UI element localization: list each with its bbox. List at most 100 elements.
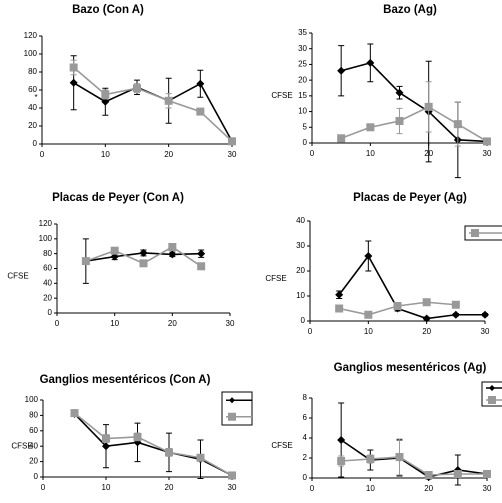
data-point — [228, 471, 236, 480]
x-tick-label: 10 — [366, 484, 375, 493]
x-tick-label: 20 — [422, 327, 431, 336]
y-tick-label: 100 — [25, 395, 39, 404]
data-point — [81, 257, 90, 266]
series-line — [73, 413, 233, 477]
data-point — [366, 455, 375, 463]
y-tick-label: 120 — [24, 31, 38, 40]
series-line — [340, 439, 488, 478]
y-tick-label: 25 — [298, 60, 307, 69]
y-tick-label: 60 — [43, 264, 52, 273]
data-point — [483, 137, 491, 146]
data-point — [196, 453, 205, 462]
legend-marker — [488, 396, 496, 404]
data-point — [422, 314, 431, 323]
y-tick-label: 20 — [298, 75, 307, 84]
y-tick-label: 30 — [296, 241, 305, 250]
y-tick-label: 2 — [303, 453, 308, 462]
y-axis-label: CFSE — [265, 274, 286, 283]
legend-marker — [489, 385, 495, 391]
x-tick-label: 30 — [483, 149, 492, 158]
data-point — [453, 120, 462, 129]
y-tick-label: 60 — [29, 426, 38, 435]
x-tick-label: 10 — [102, 483, 111, 492]
x-tick-label: 30 — [483, 484, 492, 493]
series-line — [338, 254, 485, 320]
y-tick-label: 20 — [29, 457, 38, 466]
legend-marker — [228, 412, 236, 421]
x-tick-label: 0 — [308, 327, 313, 336]
data-point — [228, 137, 236, 146]
x-tick-label: 0 — [40, 150, 45, 159]
data-point — [196, 107, 205, 116]
chart-title: Bazo (Con A) — [72, 4, 144, 16]
x-tick-label: 30 — [228, 483, 237, 492]
data-point — [102, 434, 110, 443]
data-point — [69, 78, 78, 87]
legend-marker — [471, 229, 479, 237]
data-point — [481, 310, 489, 319]
data-point — [335, 290, 344, 299]
y-tick-label: 100 — [24, 49, 38, 58]
data-point — [133, 84, 141, 93]
chart-title: Ganglios mesentéricos (Con A) — [40, 374, 211, 386]
x-tick-label: 20 — [165, 483, 174, 492]
data-point — [424, 471, 433, 479]
y-tick-label: 10 — [296, 291, 305, 300]
y-tick-label: 40 — [296, 216, 305, 225]
y-axis-label: CFSE — [11, 442, 32, 451]
x-tick-label: 10 — [364, 327, 373, 336]
legend-marker — [229, 397, 235, 404]
y-tick-label: 0 — [303, 138, 308, 147]
data-point — [139, 259, 148, 268]
data-point — [133, 432, 142, 441]
y-tick-label: 0 — [303, 473, 308, 482]
data-point — [101, 90, 110, 99]
y-tick-label: 6 — [303, 413, 308, 422]
y-tick-label: 15 — [298, 91, 307, 100]
y-tick-label: 20 — [28, 121, 37, 130]
y-tick-label: 120 — [39, 219, 53, 228]
data-point — [366, 58, 375, 67]
y-tick-label: 100 — [39, 234, 53, 243]
y-tick-label: 40 — [28, 103, 37, 112]
series-line — [73, 66, 233, 142]
data-point — [483, 470, 491, 478]
data-point — [165, 448, 173, 457]
data-point — [69, 63, 78, 72]
data-point — [168, 250, 177, 259]
series-line — [340, 105, 488, 143]
x-tick-label: 10 — [366, 149, 375, 158]
data-point — [197, 249, 206, 258]
y-tick-label: 80 — [43, 249, 52, 258]
y-tick-label: 20 — [43, 293, 52, 302]
data-point — [337, 66, 346, 75]
y-tick-label: 40 — [29, 441, 38, 450]
series-line — [73, 82, 233, 142]
y-tick-label: 30 — [298, 44, 307, 53]
x-tick-label: 0 — [41, 483, 46, 492]
data-point — [196, 79, 205, 88]
y-tick-label: 40 — [43, 278, 52, 287]
data-point — [393, 302, 402, 310]
data-point — [424, 102, 433, 111]
data-point — [422, 298, 431, 307]
x-tick-label: 30 — [481, 327, 490, 336]
y-tick-label: 80 — [28, 67, 37, 76]
x-tick-label: 30 — [228, 150, 237, 159]
x-tick-label: 10 — [101, 150, 110, 159]
y-axis-label: CFSE — [7, 272, 28, 281]
data-point — [335, 304, 344, 313]
data-point — [451, 310, 460, 319]
x-tick-label: 20 — [164, 150, 173, 159]
x-tick-label: 30 — [226, 319, 235, 328]
y-axis-label: * — [34, 93, 37, 102]
data-point — [395, 117, 404, 125]
x-tick-label: 0 — [310, 484, 315, 493]
data-point — [168, 242, 177, 251]
y-tick-label: 8 — [303, 393, 308, 402]
data-point — [395, 453, 404, 461]
data-point — [337, 457, 346, 465]
data-point — [197, 262, 206, 271]
data-point — [364, 310, 373, 319]
data-point — [110, 246, 119, 255]
